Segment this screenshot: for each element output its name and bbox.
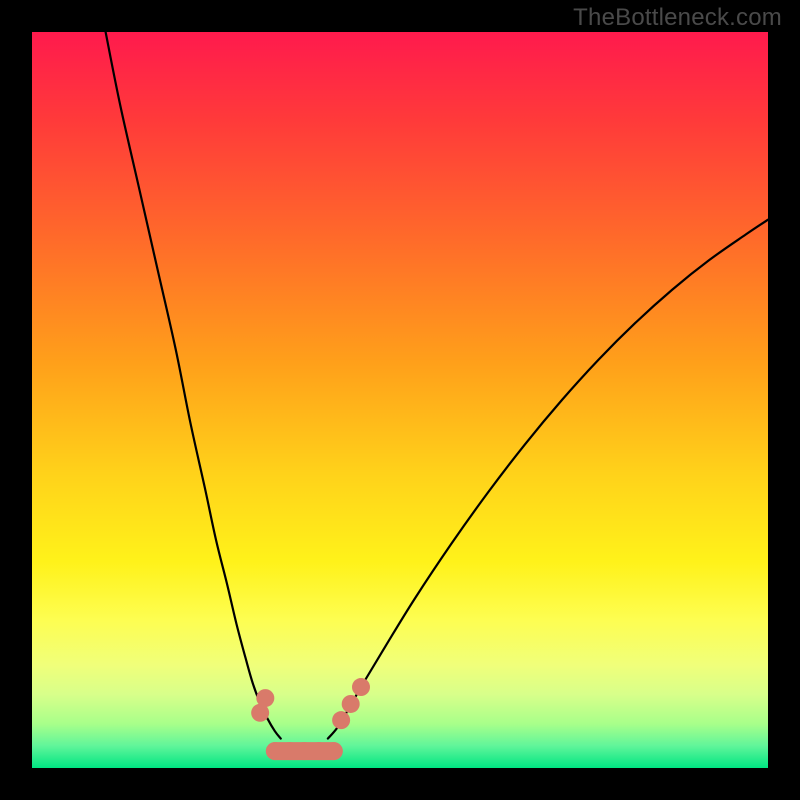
curves-layer xyxy=(32,32,768,768)
side-dot-4 xyxy=(352,678,370,696)
watermark-text: TheBottleneck.com xyxy=(573,4,782,32)
curve-left xyxy=(106,32,281,739)
curve-right xyxy=(328,220,768,739)
plot-area xyxy=(32,32,768,768)
chart-canvas: TheBottleneck.com xyxy=(0,0,800,800)
side-dot-3 xyxy=(342,695,360,713)
side-dot-2 xyxy=(332,711,350,729)
side-dot-1 xyxy=(256,689,274,707)
bottom-dot-4 xyxy=(325,742,343,760)
